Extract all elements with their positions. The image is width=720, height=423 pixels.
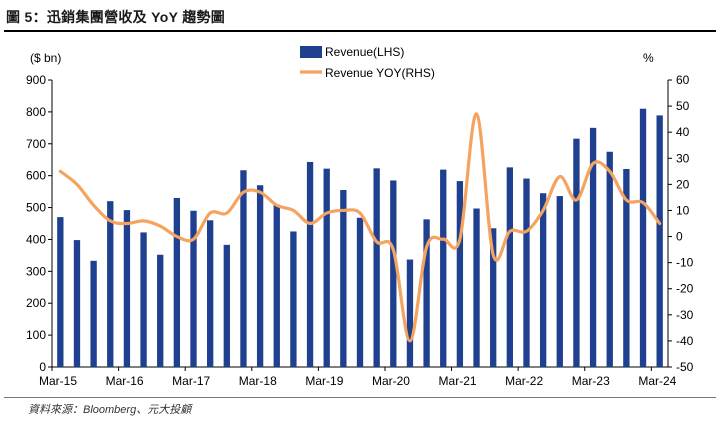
title-underline	[4, 30, 716, 32]
revenue-bar	[490, 228, 497, 367]
revenue-bar	[423, 219, 430, 367]
revenue-bar	[323, 168, 330, 367]
right-tick-label: -20	[676, 282, 694, 296]
right-tick-label: 50	[676, 99, 690, 113]
x-tick-label: Mar-19	[305, 374, 343, 388]
x-tick-label: Mar-21	[439, 374, 477, 388]
right-tick-label: -10	[676, 256, 694, 270]
yoy-line	[58, 112, 662, 343]
source-note: 資料來源：Bloomberg、元大投顧	[28, 404, 192, 416]
legend-label-revenue: Revenue(LHS)	[325, 45, 404, 59]
tick-labels: 0100200300400500600700800900-50-40-30-20…	[26, 51, 694, 388]
revenue-bar	[440, 169, 447, 367]
revenue-bar	[157, 254, 164, 367]
x-tick-label: Mar-22	[505, 374, 543, 388]
revenue-bar	[373, 168, 380, 367]
x-tick-label: Mar-16	[106, 374, 144, 388]
right-tick-label: 30	[676, 151, 690, 165]
revenue-bar	[356, 217, 364, 367]
revenue-bar	[223, 244, 230, 367]
revenue-bar	[506, 167, 514, 367]
x-tick-label: Mar-18	[239, 374, 277, 388]
x-tick-label: Mar-20	[372, 374, 410, 388]
revenue-bar	[606, 151, 613, 367]
revenue-bar	[140, 232, 147, 367]
left-tick-label: 900	[26, 73, 46, 87]
revenue-bar	[73, 240, 81, 367]
right-axis-unit: %	[643, 51, 654, 65]
legend-label-yoy: Revenue YOY(RHS)	[325, 66, 435, 80]
revenue-bar	[623, 168, 630, 367]
revenue-bar	[190, 210, 197, 367]
revenue-bar	[390, 180, 397, 367]
yoy-line-layer	[58, 112, 662, 343]
revenue-bar	[556, 196, 563, 367]
figure-title: 圖 5：迅銷集團營收及 YoY 趨勢圖	[6, 9, 226, 25]
x-tick-label: Mar-15	[39, 374, 77, 388]
revenue-bar	[123, 210, 131, 367]
revenue-bar	[589, 127, 597, 367]
left-tick-label: 0	[39, 360, 46, 374]
source-divider	[4, 397, 716, 398]
revenue-bar	[173, 197, 181, 367]
revenue-bar	[273, 204, 280, 367]
revenue-bars	[57, 108, 663, 367]
right-tick-label: -50	[676, 360, 694, 374]
revenue-bar	[57, 217, 64, 367]
x-tick-label: Mar-23	[572, 374, 610, 388]
revenue-bar	[656, 115, 663, 367]
right-tick-label: -30	[676, 308, 694, 322]
right-tick-label: 10	[676, 203, 690, 217]
revenue-bar	[290, 231, 297, 367]
right-tick-label: -40	[676, 334, 694, 348]
revenue-bar	[107, 201, 114, 367]
revenue-bar	[539, 193, 547, 367]
left-tick-label: 400	[26, 232, 46, 246]
right-tick-label: 20	[676, 177, 690, 191]
left-axis-unit: ($ bn)	[30, 51, 61, 65]
revenue-bar	[90, 260, 97, 367]
revenue-bar	[639, 108, 647, 367]
x-tick-label: Mar-24	[638, 374, 676, 388]
right-tick-label: 40	[676, 125, 690, 139]
right-tick-label: 60	[676, 73, 690, 87]
left-tick-label: 600	[26, 169, 46, 183]
legend: Revenue(LHS) Revenue YOY(RHS)	[300, 45, 435, 80]
revenue-bar	[523, 178, 530, 367]
revenue-bar	[206, 220, 214, 367]
left-tick-label: 700	[26, 137, 46, 151]
left-tick-label: 200	[26, 296, 46, 310]
left-tick-label: 800	[26, 105, 46, 119]
revenue-bar	[240, 170, 247, 367]
revenue-bar	[473, 208, 480, 367]
left-tick-label: 500	[26, 201, 46, 215]
revenue-bar	[456, 181, 464, 367]
x-tick-label: Mar-17	[172, 374, 210, 388]
left-tick-label: 300	[26, 264, 46, 278]
legend-bar-swatch	[300, 46, 322, 58]
revenue-bar	[573, 138, 580, 367]
revenue-bar	[340, 190, 347, 367]
revenue-bar	[306, 161, 314, 367]
right-tick-label: 0	[676, 230, 683, 244]
left-tick-label: 100	[26, 328, 46, 342]
revenue-bar	[406, 259, 414, 367]
revenue-bar	[256, 185, 264, 367]
